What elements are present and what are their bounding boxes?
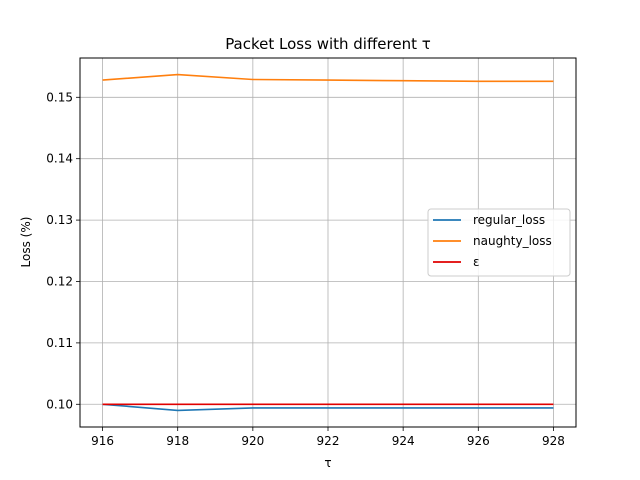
y-axis: 0.10 0.11 0.12 0.13 0.14 0.15 bbox=[46, 90, 80, 411]
series-line-0 bbox=[102, 403, 554, 412]
legend-label-2: ε bbox=[473, 255, 480, 269]
y-tick-label: 0.13 bbox=[46, 213, 73, 227]
x-tick-label: 916 bbox=[91, 434, 114, 448]
y-tick-label: 0.14 bbox=[46, 152, 73, 166]
x-tick-label: 918 bbox=[166, 434, 189, 448]
legend-label-1: naughty_loss bbox=[473, 234, 552, 248]
chart-title: Packet Loss with different τ bbox=[225, 35, 431, 53]
y-tick-label: 0.11 bbox=[46, 336, 73, 350]
x-tick-label: 928 bbox=[542, 434, 565, 448]
x-tick-label: 924 bbox=[392, 434, 415, 448]
legend-box bbox=[427, 208, 571, 277]
series-lines bbox=[102, 73, 554, 412]
series-line-1 bbox=[102, 73, 554, 83]
x-tick-label: 920 bbox=[241, 434, 264, 448]
y-axis-label: Loss (%) bbox=[19, 217, 33, 268]
y-tick-label: 0.15 bbox=[46, 90, 73, 104]
legend-label-0: regular_loss bbox=[473, 213, 545, 227]
x-tick-label: 926 bbox=[467, 434, 490, 448]
y-tick-label: 0.10 bbox=[46, 397, 73, 411]
legend: regular_loss naughty_loss ε bbox=[427, 208, 571, 277]
y-tick-label: 0.12 bbox=[46, 274, 73, 288]
x-axis: 916 918 920 922 924 926 928 bbox=[91, 427, 565, 448]
x-tick-label: 922 bbox=[317, 434, 340, 448]
x-axis-label: τ bbox=[324, 456, 331, 470]
